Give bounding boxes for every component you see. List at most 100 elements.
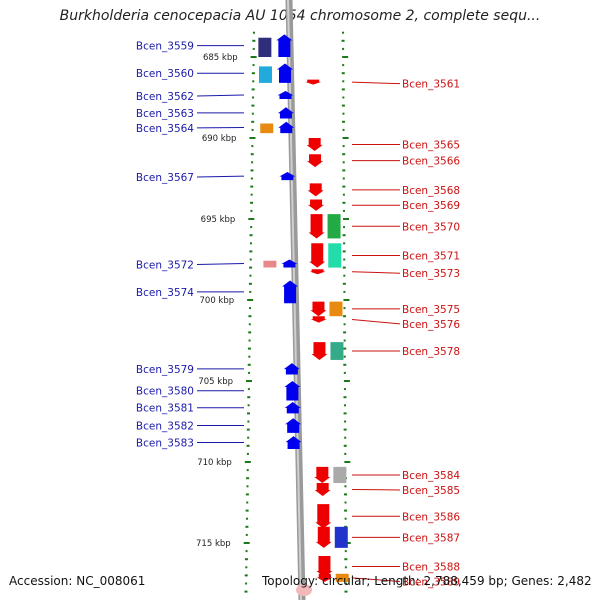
- tick-mark: [344, 517, 347, 520]
- gene-label-right: Bcen_3573: [402, 268, 460, 280]
- gene-label-left: Bcen_3562: [136, 91, 194, 103]
- tick-mark: [252, 39, 256, 42]
- tick-mark: [252, 80, 255, 83]
- tick-mark: [342, 177, 345, 180]
- gene-label-left: Bcen_3559: [136, 41, 194, 53]
- gene-label-right: Bcen_3565: [402, 139, 460, 151]
- tick-mark: [251, 72, 255, 75]
- tick-mark: [249, 234, 253, 237]
- tick-mark: [343, 323, 346, 326]
- tick-mark: [343, 396, 347, 399]
- gene-label-right: Bcen_3570: [402, 221, 460, 233]
- tick-mark: [251, 88, 255, 91]
- tick-mark: [248, 331, 252, 334]
- tick-mark: [343, 290, 346, 293]
- tick-mark: [344, 501, 347, 504]
- tick-mark: [343, 242, 346, 245]
- tick-mark: [344, 461, 351, 463]
- gene-feature-box: [330, 342, 344, 360]
- tick-mark: [245, 533, 248, 536]
- leader-line: [196, 175, 245, 178]
- gene-label-left: Bcen_3582: [136, 421, 194, 433]
- tick-mark: [247, 396, 251, 399]
- tick-mark: [342, 250, 346, 253]
- gene-arrow: [311, 342, 328, 360]
- gene-features: [258, 34, 349, 582]
- kbp-label: 685 kbp: [203, 53, 238, 63]
- tick-mark: [247, 388, 250, 391]
- gene-arrow: [277, 63, 294, 83]
- tick-mark: [344, 420, 347, 423]
- kbp-label: 700 kbp: [200, 296, 235, 306]
- gene-feature-box: [259, 66, 273, 83]
- tick-mark: [344, 485, 347, 488]
- tick-mark: [246, 517, 249, 520]
- tick-mark: [245, 525, 249, 528]
- tick-mark: [343, 258, 346, 261]
- gene-label-left: Bcen_3579: [136, 364, 194, 376]
- gene-feature-box: [327, 214, 341, 239]
- tick-mark: [342, 31, 345, 34]
- kbp-label: 710 kbp: [197, 458, 232, 468]
- tick-mark: [247, 347, 251, 350]
- tick-mark: [246, 469, 249, 472]
- tick-mark: [343, 299, 350, 301]
- tick-mark: [246, 477, 250, 480]
- tick-mark: [343, 347, 347, 350]
- tick-mark: [342, 161, 345, 164]
- gene-arrow: [284, 402, 301, 414]
- tick-mark: [344, 404, 347, 407]
- tick-mark: [343, 218, 350, 220]
- tick-mark: [343, 339, 346, 342]
- tick-mark: [252, 96, 255, 99]
- tick-mark: [343, 428, 347, 431]
- tick-mark: [247, 412, 251, 415]
- gene-label-left: Bcen_3567: [136, 172, 194, 184]
- tick-mark: [343, 412, 347, 415]
- tick-mark: [343, 226, 346, 229]
- tick-mark: [342, 145, 345, 148]
- tick-mark: [342, 153, 346, 156]
- tick-mark: [250, 185, 254, 188]
- gene-label-left: Bcen_3580: [136, 386, 194, 398]
- tick-mark: [342, 209, 345, 212]
- gene-label-right: Bcen_3571: [402, 250, 460, 262]
- gene-arrow: [282, 280, 299, 304]
- tick-mark: [249, 266, 253, 269]
- tick-mark: [246, 501, 249, 504]
- accession-text: Accession: NC_008061: [9, 574, 146, 588]
- gene-arrow: [305, 79, 322, 85]
- tick-mark: [341, 72, 345, 75]
- tick-mark: [341, 104, 345, 107]
- gene-arrow: [306, 138, 323, 151]
- tick-mark: [249, 250, 253, 253]
- gene-arrow: [308, 214, 325, 239]
- backbone-end-marker: [296, 584, 312, 596]
- tick-mark: [252, 64, 255, 67]
- tick-mark: [341, 120, 345, 123]
- gene-label-left: Bcen_3583: [136, 438, 194, 450]
- tick-mark: [246, 444, 250, 447]
- tick-mark: [342, 137, 349, 139]
- tick-mark: [248, 323, 251, 326]
- gene-feature-box: [263, 260, 277, 268]
- tick-mark: [247, 436, 250, 439]
- tick-mark: [342, 169, 346, 172]
- gene-arrow: [314, 466, 331, 484]
- gene-arrow: [276, 34, 293, 57]
- kbp-label: 715 kbp: [196, 539, 231, 549]
- gene-label-left: Bcen_3564: [136, 123, 194, 135]
- tick-mark: [246, 485, 249, 488]
- tick-mark: [343, 444, 347, 447]
- kbp-label: 705 kbp: [198, 377, 233, 387]
- leader-line: [351, 271, 401, 274]
- tick-mark: [344, 509, 348, 512]
- tick-mark: [248, 355, 251, 358]
- gene-arrow: [285, 436, 302, 450]
- tick-mark: [342, 193, 345, 196]
- tick-mark: [342, 96, 345, 99]
- tick-mark: [250, 201, 254, 204]
- tick-mark: [343, 315, 347, 318]
- tick-mark: [343, 307, 346, 310]
- tick-mark: [342, 64, 345, 67]
